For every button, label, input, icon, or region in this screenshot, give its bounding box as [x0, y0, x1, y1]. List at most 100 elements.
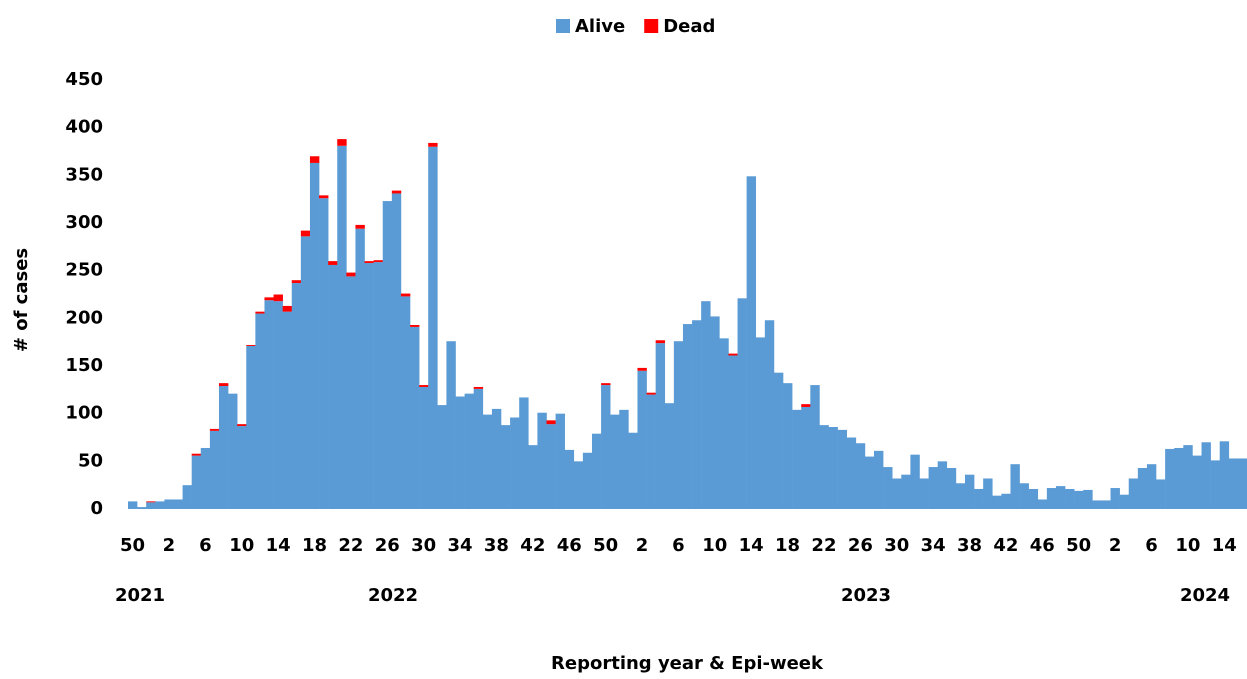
bar-segment [1074, 490, 1084, 509]
bar-segment [373, 262, 384, 509]
bar-segment [482, 414, 493, 509]
bar-segment [655, 340, 666, 344]
legend-swatch [556, 19, 570, 33]
bar-segment [801, 404, 811, 407]
bar-segment [337, 145, 347, 509]
bar-segment [955, 483, 966, 509]
x-tick-label: 26 [848, 535, 873, 556]
bar-segment [164, 499, 174, 509]
bar-segment [209, 428, 220, 431]
x-tick-label: 18 [302, 535, 327, 556]
bar-segment [446, 341, 456, 509]
bar-segment [291, 283, 302, 509]
bar-segment [637, 370, 647, 509]
bar-segment [1156, 479, 1166, 509]
bar-segment [1001, 493, 1011, 509]
bar-segment [728, 353, 738, 356]
year-label: 2022 [368, 585, 418, 606]
bar-segment [510, 417, 520, 509]
bar-segment [719, 338, 729, 509]
bar-segment [1046, 488, 1057, 509]
bar-segment [355, 228, 365, 509]
bar-segment [1101, 500, 1111, 509]
x-tick-label: 30 [411, 535, 436, 556]
bar-segment [309, 162, 320, 509]
x-tick-label: 50 [120, 535, 145, 556]
bar-segment [537, 412, 547, 509]
bar-segment [1010, 464, 1020, 509]
bar-segment [473, 386, 484, 389]
bar-segment [628, 432, 638, 509]
bar-segment [391, 193, 402, 510]
bar-segment [282, 305, 293, 312]
bar-segment [337, 139, 347, 146]
bar-segment [137, 507, 147, 509]
bar-segment [573, 461, 584, 509]
bar-segment [146, 502, 156, 509]
legend-label: Dead [663, 16, 715, 37]
x-tick-label: 2 [636, 535, 649, 556]
bar-segment [300, 230, 311, 237]
bar-segment [218, 386, 229, 509]
bar-segment [346, 272, 356, 277]
x-tick-label: 22 [338, 535, 363, 556]
y-axis-label: # of cases [11, 248, 32, 352]
year-label: 2023 [841, 585, 891, 606]
bar-segment [682, 324, 693, 509]
bar-segment [646, 394, 656, 509]
bar-segment [601, 383, 611, 386]
bar-segment [410, 326, 420, 509]
x-tick-label: 6 [199, 535, 212, 556]
bar-segment [1228, 458, 1239, 509]
bar-segment [910, 454, 920, 509]
x-tick-label: 10 [702, 535, 727, 556]
bar-segment [1055, 486, 1066, 509]
bar-segment [300, 236, 311, 509]
bar-segment [646, 392, 656, 395]
x-tick-label: 14 [739, 535, 764, 556]
x-tick-label: 6 [672, 535, 685, 556]
bar-segment [400, 293, 411, 297]
bar-segment [983, 478, 993, 509]
bar-segment [319, 195, 329, 199]
year-label: 2021 [115, 585, 165, 606]
x-tick-label: 2 [1109, 535, 1122, 556]
bar-segment [764, 320, 775, 509]
bar-segment [664, 403, 675, 509]
bar-segment [1019, 483, 1029, 509]
bar-segment [1028, 488, 1039, 509]
x-tick-label: 14 [266, 535, 291, 556]
bar-segment [874, 450, 884, 509]
bar-segment [1219, 441, 1230, 509]
bar-segment [591, 433, 602, 509]
bar-segment [710, 316, 720, 509]
y-tick-label: 150 [65, 355, 103, 376]
bar-segment [810, 385, 820, 509]
x-tick-label: 50 [1066, 535, 1091, 556]
bar-segment [773, 372, 784, 509]
bar-segment [892, 478, 902, 509]
bar-segment [291, 280, 302, 284]
bar-segment [919, 478, 929, 509]
bar-segment [746, 176, 757, 509]
bar-segment [792, 409, 802, 509]
bar-segment [1146, 464, 1157, 509]
bar-segment [328, 261, 338, 265]
x-tick-label: 34 [448, 535, 473, 556]
bar-segment [501, 425, 511, 509]
bar-segment [191, 455, 202, 509]
bar-segment [282, 311, 293, 509]
bar-segment [264, 297, 274, 301]
bar-segment [655, 343, 666, 509]
bar-segment [1065, 488, 1075, 509]
bar-segment [828, 427, 838, 509]
bar-segment [692, 320, 702, 509]
x-tick-label: 14 [1212, 535, 1237, 556]
bar-segment [1237, 458, 1247, 509]
bar-segment [228, 393, 238, 509]
bar-segment [364, 261, 374, 264]
bar-segment [309, 156, 320, 163]
bar-segment [273, 301, 283, 509]
bar-segment [864, 456, 875, 509]
legend-label: Alive [575, 16, 625, 37]
